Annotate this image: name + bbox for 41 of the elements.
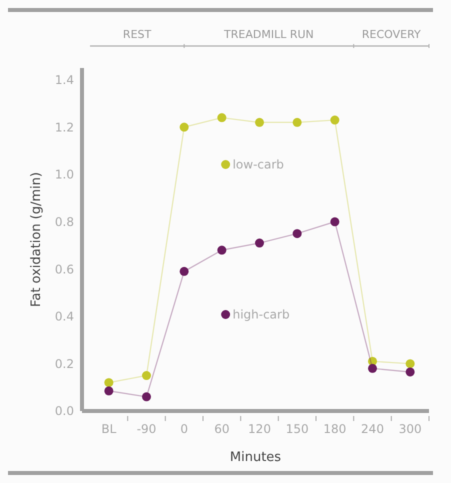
y-tick-label: 1.0 bbox=[54, 168, 74, 182]
x-tick-label: -90 bbox=[136, 422, 156, 436]
point bbox=[180, 266, 189, 276]
x-tick-label: 120 bbox=[248, 422, 271, 436]
legend-label: low-carb bbox=[232, 158, 284, 172]
point bbox=[104, 378, 114, 388]
y-tick-label: 0.8 bbox=[54, 214, 74, 229]
x-tick-label: 0 bbox=[180, 422, 188, 436]
point bbox=[406, 359, 415, 368]
text: TREADMILL RUN bbox=[223, 28, 314, 41]
x-tick-label: 180 bbox=[323, 422, 346, 436]
point bbox=[292, 229, 302, 238]
point bbox=[142, 392, 151, 402]
y-tick-label: 0.2 bbox=[54, 356, 74, 371]
y-tick-label: 0.4 bbox=[54, 310, 74, 324]
text: RECOVERY bbox=[362, 28, 422, 41]
point bbox=[255, 238, 264, 248]
point bbox=[292, 118, 302, 127]
point bbox=[217, 113, 226, 122]
x-tick-label: BL bbox=[101, 422, 117, 436]
point bbox=[368, 364, 377, 373]
y-axis-title: Fat oxidation (g/min) bbox=[29, 172, 44, 307]
point bbox=[104, 386, 114, 396]
y-tick-label: 1.4 bbox=[54, 73, 74, 88]
y-tick-label: 1.2 bbox=[54, 120, 74, 134]
point bbox=[180, 122, 189, 132]
text: REST bbox=[122, 28, 152, 41]
x-tick-label: 240 bbox=[361, 422, 384, 436]
point bbox=[217, 246, 226, 255]
x-tick-label: 60 bbox=[214, 422, 230, 436]
x-tick-label: 300 bbox=[398, 422, 422, 436]
legend-label: high-carb bbox=[232, 308, 290, 322]
y-tick-label: 0.6 bbox=[54, 262, 74, 276]
y-tick-label: 0.0 bbox=[54, 404, 74, 418]
point bbox=[255, 118, 264, 127]
point bbox=[330, 217, 340, 226]
point bbox=[142, 371, 151, 380]
x-tick-label: 150 bbox=[286, 422, 309, 436]
point bbox=[406, 367, 415, 376]
point bbox=[330, 116, 340, 125]
x-axis-title: Minutes bbox=[230, 450, 282, 465]
